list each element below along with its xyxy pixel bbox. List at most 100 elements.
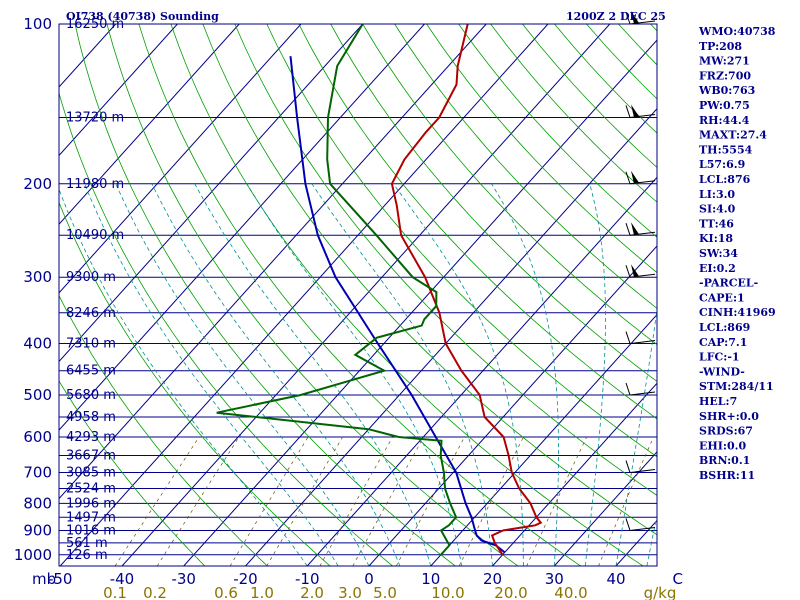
height-label: 1016 m <box>66 523 116 538</box>
station-index-item: MW:271 <box>699 55 750 68</box>
height-label: 5680 m <box>66 388 116 403</box>
wind-barb-flag <box>631 222 639 236</box>
moist-adiabat-line <box>151 183 401 566</box>
isotherm-line <box>430 313 657 566</box>
dry-adiabat-line <box>138 24 581 566</box>
dry-adiabat-line <box>394 24 657 309</box>
isotherm-line <box>245 108 657 566</box>
dry-adiabat-line <box>234 24 657 496</box>
station-index-item: HEL:7 <box>699 395 737 408</box>
mixing-ratio-label: 10.0 <box>431 584 464 600</box>
pressure-tick-label: 200 <box>23 175 52 193</box>
diagram-grid <box>0 24 657 566</box>
temperature-tick-label: -40 <box>110 570 135 588</box>
station-index-item: CAP:7.1 <box>699 336 747 349</box>
station-index-item: EHI:0.0 <box>699 439 746 452</box>
temperature-tick-label: -50 <box>48 570 73 588</box>
wind-barb-staff <box>629 469 656 474</box>
moist-adiabat-line <box>246 183 462 566</box>
mixing-ratio-label: 5.0 <box>373 584 397 600</box>
station-index-item: -WIND- <box>699 365 745 378</box>
pressure-tick-label: 1000 <box>14 546 52 564</box>
station-index-item: SHR+:0.0 <box>699 410 759 423</box>
height-label: 11980 m <box>66 177 124 192</box>
station-index-item: CAPE:1 <box>699 291 745 304</box>
temperature-tick-label: -10 <box>295 570 320 588</box>
wind-barb-feather <box>625 171 631 184</box>
isotherm-line <box>59 24 425 431</box>
pressure-tick-label: 300 <box>23 268 52 286</box>
station-index-item: -PARCEL- <box>699 277 758 290</box>
temperature-tick-label: 20 <box>483 570 502 588</box>
height-label: 1497 m <box>66 510 116 525</box>
moist-adiabat-line <box>194 183 432 566</box>
pressure-tick-label: 500 <box>23 386 52 404</box>
moist-adiabat-line <box>311 183 493 566</box>
height-label: 126 m <box>66 548 108 563</box>
isotherm-line <box>59 24 364 363</box>
station-index-item: L57:6.9 <box>699 158 745 171</box>
height-label: 2524 m <box>66 481 116 496</box>
mixing-ratio-label: 0.1 <box>103 584 127 600</box>
chart-title: OI738 (40738) Sounding <box>66 10 219 23</box>
mixing-ratio-line <box>114 436 200 566</box>
valid-time: 1200Z 2 DEC 25 <box>566 10 666 23</box>
pressure-tick-label: 700 <box>23 464 52 482</box>
dry-adiabat-line <box>330 24 657 382</box>
mixing-ratio-label: g/kg <box>644 584 677 600</box>
wind-barb-flag <box>631 11 639 24</box>
wind-barb-feather <box>625 11 631 25</box>
isotherm-line <box>121 24 611 566</box>
station-index-item: WB0:763 <box>698 84 755 97</box>
dewpoint-line <box>216 24 458 556</box>
dry-adiabat-line <box>59 294 268 566</box>
isotherm-line <box>492 382 657 566</box>
temperature-tick-label: 30 <box>545 570 564 588</box>
height-label: 1996 m <box>66 496 116 511</box>
station-index-item: SW:34 <box>699 247 738 260</box>
temperature-tick-label: C <box>673 570 683 588</box>
dry-adiabat-line <box>266 24 657 458</box>
dry-adiabat-line <box>170 24 644 566</box>
station-index-item: FRZ:700 <box>699 69 751 82</box>
wind-barb-feather <box>625 382 631 396</box>
station-index-item: RH:44.4 <box>699 114 750 127</box>
mixing-ratio-line <box>352 436 425 566</box>
station-index-item: EI:0.2 <box>699 262 736 275</box>
station-index-item: SRDS:67 <box>699 425 753 438</box>
station-index-item: MAXT:27.4 <box>699 129 767 142</box>
plot-border <box>58 23 658 567</box>
wind-barb-staff <box>629 391 656 396</box>
station-index-item: BRN:0.1 <box>699 454 750 467</box>
temperature-tick-label: -20 <box>233 570 258 588</box>
wind-barb-feather <box>625 105 631 118</box>
dry-adiabat-line <box>426 24 657 274</box>
station-index-item: LCL:869 <box>699 321 750 334</box>
station-index-item: PW:0.75 <box>699 99 750 112</box>
isotherm-line <box>0 24 54 566</box>
station-index-item: BSHR:11 <box>699 469 755 482</box>
parcel-path-line <box>289 56 506 554</box>
moist-adiabat-line <box>84 183 339 566</box>
station-index-item: TT:46 <box>699 217 734 230</box>
pressure-tick-label: 100 <box>23 15 52 33</box>
station-index-item: CINH:41969 <box>699 306 776 319</box>
dry-adiabat-line <box>74 24 456 566</box>
height-label: 561 m <box>66 536 108 551</box>
dry-adiabat-line <box>522 24 657 169</box>
height-label: 7310 m <box>66 337 116 352</box>
mixing-ratio-label: 40.0 <box>554 584 587 600</box>
isotherm-line <box>368 245 657 566</box>
dry-adiabat-line <box>202 24 657 536</box>
temperature-tick-label: 0 <box>364 570 374 588</box>
mixing-ratio-label: 0.6 <box>214 584 238 600</box>
wind-barb-flag <box>631 104 639 118</box>
isotherm-line <box>59 24 549 566</box>
station-index-item: TP:208 <box>699 40 742 53</box>
wind-barbs <box>625 11 656 531</box>
pressure-tick-label: 800 <box>23 494 52 512</box>
mixing-ratio-label: 2.0 <box>300 584 324 600</box>
